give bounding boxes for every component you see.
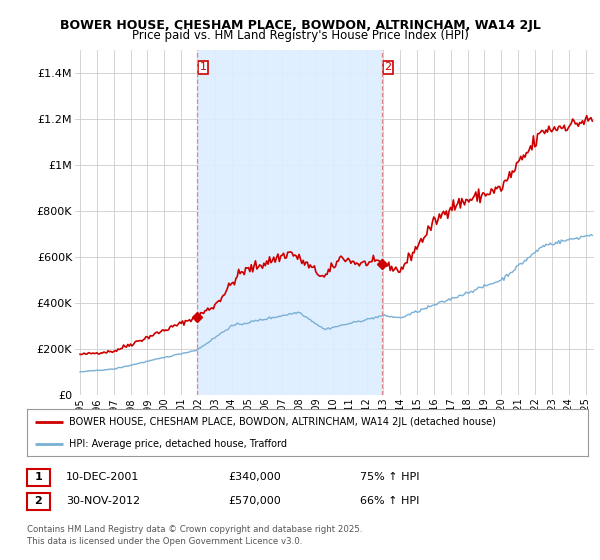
Text: BOWER HOUSE, CHESHAM PLACE, BOWDON, ALTRINCHAM, WA14 2JL: BOWER HOUSE, CHESHAM PLACE, BOWDON, ALTR… xyxy=(59,18,541,32)
Text: HPI: Average price, detached house, Trafford: HPI: Average price, detached house, Traf… xyxy=(69,438,287,449)
Text: Price paid vs. HM Land Registry's House Price Index (HPI): Price paid vs. HM Land Registry's House … xyxy=(131,29,469,43)
Text: Contains HM Land Registry data © Crown copyright and database right 2025.
This d: Contains HM Land Registry data © Crown c… xyxy=(27,525,362,546)
Text: 1: 1 xyxy=(35,472,42,482)
Text: 30-NOV-2012: 30-NOV-2012 xyxy=(66,496,140,506)
Text: 66% ↑ HPI: 66% ↑ HPI xyxy=(360,496,419,506)
Text: £570,000: £570,000 xyxy=(228,496,281,506)
Text: 10-DEC-2001: 10-DEC-2001 xyxy=(66,472,139,482)
Text: £340,000: £340,000 xyxy=(228,472,281,482)
Text: 2: 2 xyxy=(35,496,42,506)
Text: 2: 2 xyxy=(385,63,392,72)
Bar xyxy=(197,50,382,395)
Text: BOWER HOUSE, CHESHAM PLACE, BOWDON, ALTRINCHAM, WA14 2JL (detached house): BOWER HOUSE, CHESHAM PLACE, BOWDON, ALTR… xyxy=(69,417,496,427)
Text: 1: 1 xyxy=(200,63,206,72)
Text: 75% ↑ HPI: 75% ↑ HPI xyxy=(360,472,419,482)
